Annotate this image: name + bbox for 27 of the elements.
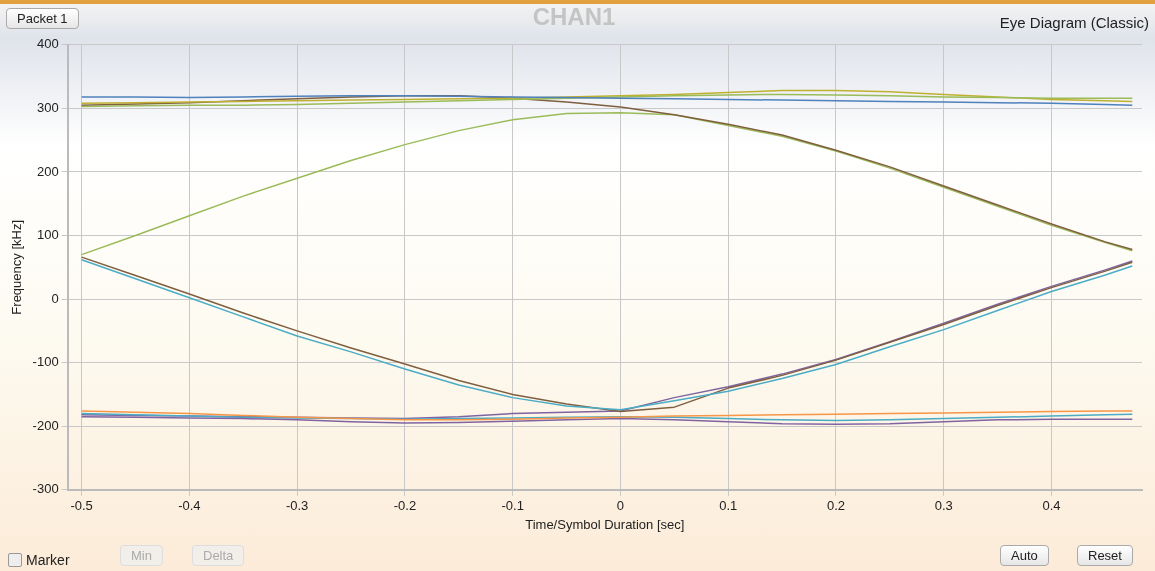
button: Delta [192,545,245,566]
button: Min [120,545,163,566]
x-tick-label: 0.2 [826,498,845,514]
y-tick-label: -100 [32,354,59,370]
x-tick-label: -0.1 [501,498,524,514]
y-tick-label: 200 [36,163,59,179]
text: Eye Diagram (Classic) [999,14,1149,31]
text: Marker [26,552,70,568]
y-axis-title: Frequency [kHz] [9,219,25,315]
x-tick-label: 0 [616,498,625,514]
button: Auto [1000,545,1049,566]
x-tick-label: -0.3 [285,498,309,514]
x-tick-label: 0.4 [1042,498,1061,514]
y-tick-label: -300 [32,481,59,497]
button: Reset [1077,545,1133,566]
x-axis-title: Time/Symbol Duration [sec] [525,516,685,532]
x-tick-label: -0.2 [393,498,417,514]
y-tick-label: 400 [36,36,59,52]
button: Packet 1 [6,8,79,29]
y-tick-label: -200 [32,417,59,433]
y-tick-label: 300 [36,99,59,115]
x-tick-label: -0.4 [178,498,201,514]
y-tick-label: 0 [51,290,59,306]
x-tick-label: 0.1 [719,498,738,514]
y-tick-label: 100 [36,227,59,243]
x-tick-label: 0.3 [934,498,953,514]
x-tick-label: -0.5 [70,498,93,514]
